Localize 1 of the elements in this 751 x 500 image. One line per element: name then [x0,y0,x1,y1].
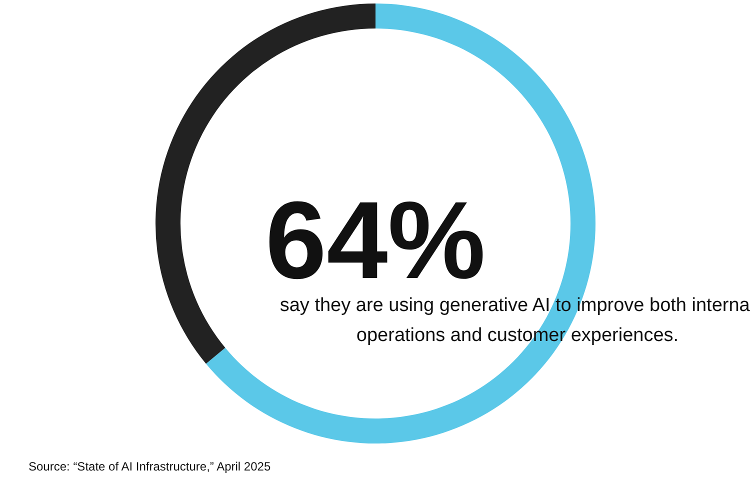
source-note: Source: “State of AI Infrastructure,” April 2025 [28,460,271,474]
